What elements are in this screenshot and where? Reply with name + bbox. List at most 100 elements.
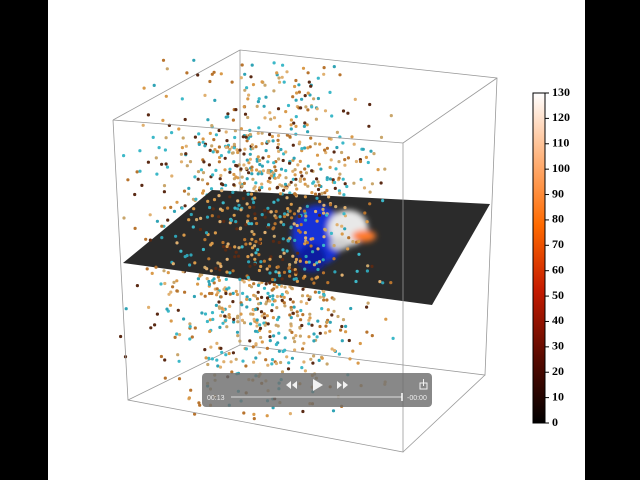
particle [280,277,284,281]
particle [297,83,301,87]
particle [282,188,286,192]
particle [343,227,347,231]
particle [221,245,226,249]
particle [251,177,255,181]
rewind-button[interactable] [286,381,297,389]
particle [255,168,259,172]
particle [330,114,334,118]
particle [337,189,341,193]
particle [148,213,152,217]
particle [343,163,347,167]
particle [170,131,174,135]
particle [318,331,322,335]
particle [228,304,232,308]
particle [215,358,219,362]
particle [244,135,248,139]
particle [332,65,336,69]
particle [272,287,276,291]
particle [144,237,148,241]
particle [262,286,267,290]
particle [389,114,393,118]
particle [379,181,383,185]
particle [312,97,316,101]
particle [219,264,223,268]
particle [244,223,248,227]
particle [316,180,320,184]
particle [285,291,290,295]
particle [219,154,223,158]
particle [274,361,279,366]
forward-button[interactable] [337,381,348,389]
particle [288,269,292,273]
particle [362,186,367,190]
particle [336,314,340,319]
particle [232,160,236,164]
particle [165,307,169,311]
particle [291,311,295,315]
particle [298,334,302,338]
particle [330,347,334,351]
particle [325,320,329,324]
particle [199,216,203,220]
particle [203,144,207,148]
particle [166,218,170,222]
particle [193,412,197,416]
particle [268,299,272,303]
particle [235,164,239,168]
particle [272,200,276,204]
particle [244,242,248,246]
particle [293,84,297,89]
particle [250,246,255,250]
particle [188,263,192,267]
particle [225,244,229,249]
particle [212,281,216,285]
particle [322,243,326,247]
particle [289,123,293,127]
particle [303,146,307,150]
particle [275,318,280,322]
particle [241,359,245,363]
particle [300,174,304,178]
particle [210,72,214,76]
particle [313,192,318,196]
particle [232,317,236,321]
share-button[interactable] [419,379,428,390]
particle [254,145,258,149]
particle [262,312,266,316]
particle [266,206,270,210]
particle [303,267,307,271]
particle [208,131,212,135]
particle [210,124,214,128]
particle [224,318,228,322]
particle [247,222,251,226]
particle [294,98,298,102]
particle [312,332,316,336]
particle [260,131,264,135]
particle [203,294,207,298]
particle [311,181,315,185]
particle [252,205,256,209]
particle [228,221,232,225]
particle [260,80,264,84]
particle [301,409,305,414]
particle [322,203,326,207]
particle [315,219,319,223]
particle [359,177,363,182]
particle [268,271,272,275]
particle [341,177,345,181]
particle [192,294,196,299]
particle [276,138,280,142]
play-button[interactable] [313,379,323,391]
particle [253,257,257,261]
particle [252,232,256,236]
particle [346,111,350,115]
particle [354,159,358,164]
particle [268,339,272,343]
particle [280,184,284,188]
particle [256,155,260,159]
particle [290,330,294,334]
particle [224,248,228,252]
particle [332,150,336,154]
particle [288,263,292,267]
